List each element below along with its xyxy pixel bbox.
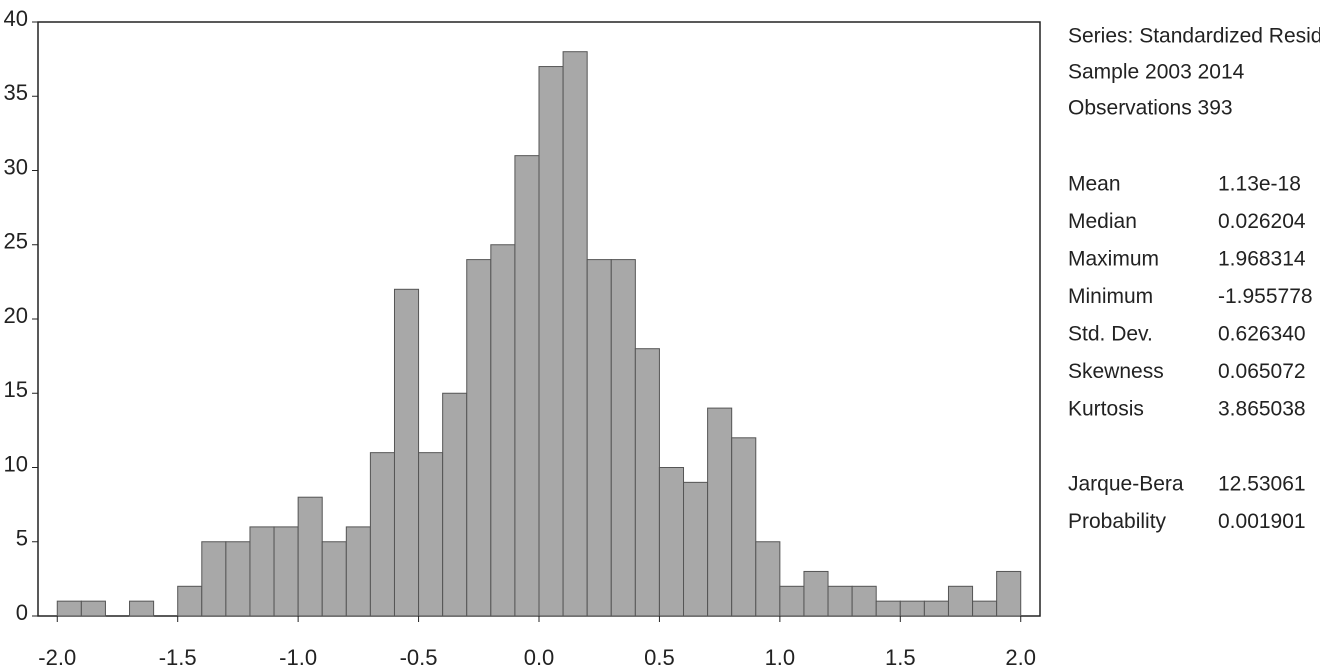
test-value: 12.53061 — [1218, 473, 1306, 496]
bar — [923, 600, 949, 617]
bar — [779, 585, 805, 617]
bar — [947, 585, 974, 617]
bar — [755, 541, 781, 617]
stat-value: 0.626340 — [1218, 323, 1306, 346]
bar — [321, 541, 347, 617]
bar — [369, 452, 395, 617]
x-tick-label: 1.5 — [885, 645, 916, 670]
bar — [80, 600, 106, 617]
info-line: Series: Standardized Residuals — [1068, 25, 1320, 48]
x-tick-label: -0.5 — [400, 645, 438, 670]
info-line: Sample 2003 2014 — [1068, 61, 1245, 84]
bar — [225, 541, 251, 617]
test-label: Probability — [1068, 510, 1167, 533]
bar — [514, 155, 540, 617]
test-value: 0.001901 — [1218, 510, 1306, 533]
x-tick-label: -1.0 — [279, 645, 317, 670]
bar — [683, 481, 709, 617]
x-tick-label: 1.0 — [765, 645, 796, 670]
bar — [610, 259, 636, 617]
bar — [875, 600, 901, 617]
bar — [851, 585, 877, 617]
y-tick-label: 35 — [4, 80, 28, 105]
bar — [442, 392, 468, 617]
stat-label: Maximum — [1068, 248, 1159, 271]
bar — [899, 600, 925, 617]
bar — [634, 348, 660, 617]
y-tick-label: 40 — [4, 6, 28, 31]
x-tick-label: -2.0 — [38, 645, 76, 670]
bar — [345, 526, 371, 617]
bar — [418, 452, 444, 617]
bar — [466, 259, 492, 617]
y-tick-label: 25 — [4, 229, 28, 254]
stat-label: Kurtosis — [1068, 398, 1144, 421]
stat-value: 0.065072 — [1218, 360, 1306, 383]
stat-value: 0.026204 — [1218, 210, 1306, 233]
x-tick-label: 2.0 — [1005, 645, 1036, 670]
stat-label: Std. Dev. — [1068, 323, 1153, 346]
info-line: Observations 393 — [1068, 97, 1233, 120]
bar — [731, 437, 757, 617]
y-tick-label: 0 — [16, 600, 28, 625]
bar — [201, 541, 227, 617]
bar — [129, 600, 155, 617]
bar — [658, 467, 685, 617]
bar — [586, 259, 612, 617]
stat-value: 1.968314 — [1218, 248, 1306, 271]
y-tick-label: 30 — [4, 154, 28, 179]
bar — [562, 51, 588, 617]
bar — [273, 526, 299, 617]
stat-label: Median — [1068, 210, 1137, 233]
bar — [707, 407, 733, 617]
bar — [56, 600, 82, 617]
y-tick-label: 20 — [4, 303, 28, 328]
y-tick-label: 10 — [4, 451, 28, 476]
x-tick-label: 0.0 — [524, 645, 555, 670]
bar — [177, 585, 203, 617]
stat-value: -1.955778 — [1218, 285, 1313, 308]
bar — [490, 244, 516, 617]
stat-value: 1.13e-18 — [1218, 173, 1301, 196]
x-tick-label: 0.5 — [644, 645, 675, 670]
bar — [972, 600, 998, 617]
y-tick-label: 15 — [4, 377, 28, 402]
bar — [827, 585, 853, 617]
stat-label: Mean — [1068, 173, 1121, 196]
stat-label: Skewness — [1068, 360, 1164, 383]
bar — [297, 496, 323, 617]
stat-label: Minimum — [1068, 285, 1153, 308]
bar — [803, 570, 829, 617]
y-tick-label: 5 — [16, 526, 28, 551]
stat-value: 3.865038 — [1218, 398, 1306, 421]
bar — [249, 526, 275, 617]
bar — [393, 288, 420, 617]
test-label: Jarque-Bera — [1068, 473, 1184, 496]
x-tick-label: -1.5 — [159, 645, 197, 670]
bar — [538, 66, 564, 617]
bar — [996, 570, 1022, 617]
